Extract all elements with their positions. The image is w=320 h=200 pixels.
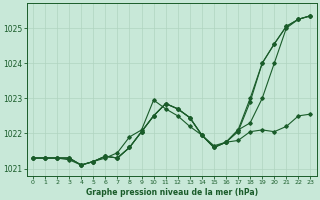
- X-axis label: Graphe pression niveau de la mer (hPa): Graphe pression niveau de la mer (hPa): [86, 188, 258, 197]
